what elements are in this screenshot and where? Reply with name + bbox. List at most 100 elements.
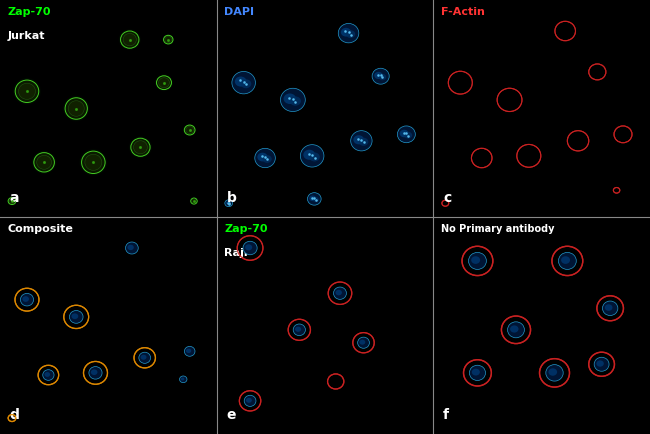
Ellipse shape bbox=[549, 368, 557, 376]
Ellipse shape bbox=[591, 354, 612, 374]
Ellipse shape bbox=[85, 363, 105, 382]
Ellipse shape bbox=[232, 72, 255, 94]
Ellipse shape bbox=[163, 35, 174, 45]
Ellipse shape bbox=[263, 155, 272, 163]
Point bbox=[345, 31, 356, 38]
Ellipse shape bbox=[157, 76, 172, 89]
Point bbox=[159, 79, 169, 86]
Point bbox=[224, 199, 234, 206]
Point bbox=[239, 78, 249, 85]
Ellipse shape bbox=[89, 367, 102, 379]
Ellipse shape bbox=[186, 349, 191, 353]
Ellipse shape bbox=[351, 131, 372, 151]
Ellipse shape bbox=[615, 189, 618, 191]
Ellipse shape bbox=[590, 66, 604, 78]
Ellipse shape bbox=[469, 253, 486, 270]
Ellipse shape bbox=[499, 90, 520, 110]
Point bbox=[88, 159, 99, 166]
Ellipse shape bbox=[64, 96, 89, 121]
Ellipse shape bbox=[594, 357, 609, 371]
Ellipse shape bbox=[374, 72, 383, 79]
Point bbox=[307, 194, 317, 201]
Ellipse shape bbox=[34, 153, 55, 172]
Ellipse shape bbox=[185, 346, 195, 356]
Ellipse shape bbox=[235, 76, 246, 87]
Point bbox=[257, 153, 267, 160]
Ellipse shape bbox=[246, 398, 252, 403]
Ellipse shape bbox=[15, 80, 39, 102]
Ellipse shape bbox=[341, 28, 351, 36]
Text: d: d bbox=[10, 408, 20, 422]
Ellipse shape bbox=[464, 248, 491, 273]
Point bbox=[22, 88, 32, 95]
Ellipse shape bbox=[139, 352, 151, 363]
Ellipse shape bbox=[290, 321, 309, 339]
Ellipse shape bbox=[43, 370, 54, 380]
Ellipse shape bbox=[14, 79, 40, 103]
Text: f: f bbox=[443, 408, 449, 422]
Point bbox=[224, 200, 235, 207]
Ellipse shape bbox=[255, 148, 276, 168]
Ellipse shape bbox=[165, 36, 172, 43]
Ellipse shape bbox=[257, 153, 268, 161]
Ellipse shape bbox=[400, 130, 409, 137]
Ellipse shape bbox=[510, 326, 519, 332]
Point bbox=[403, 132, 413, 139]
Ellipse shape bbox=[18, 83, 36, 99]
Ellipse shape bbox=[290, 96, 301, 106]
Ellipse shape bbox=[8, 197, 16, 204]
Text: c: c bbox=[443, 191, 452, 205]
Point bbox=[163, 36, 174, 43]
Ellipse shape bbox=[14, 79, 40, 104]
Point bbox=[185, 127, 195, 134]
Ellipse shape bbox=[307, 193, 321, 205]
Ellipse shape bbox=[64, 97, 88, 120]
Point bbox=[125, 36, 135, 43]
Ellipse shape bbox=[309, 152, 320, 161]
Point bbox=[290, 98, 300, 105]
Ellipse shape bbox=[66, 307, 86, 326]
Ellipse shape bbox=[604, 304, 612, 311]
Ellipse shape bbox=[597, 360, 604, 367]
Ellipse shape bbox=[20, 293, 34, 306]
Ellipse shape bbox=[125, 242, 138, 254]
Ellipse shape bbox=[541, 361, 567, 385]
Point bbox=[376, 72, 386, 79]
Ellipse shape bbox=[226, 201, 229, 204]
Ellipse shape bbox=[225, 200, 233, 207]
Point bbox=[39, 159, 49, 166]
Ellipse shape bbox=[304, 150, 315, 160]
Ellipse shape bbox=[243, 241, 257, 255]
Ellipse shape bbox=[91, 369, 98, 375]
Ellipse shape bbox=[471, 256, 480, 264]
Ellipse shape bbox=[335, 290, 342, 296]
Ellipse shape bbox=[558, 253, 577, 270]
Ellipse shape bbox=[130, 138, 151, 157]
Ellipse shape bbox=[33, 152, 55, 173]
Ellipse shape bbox=[599, 298, 621, 319]
Ellipse shape bbox=[295, 327, 301, 332]
Point bbox=[311, 196, 321, 203]
Ellipse shape bbox=[556, 23, 574, 39]
Ellipse shape bbox=[330, 376, 342, 387]
Ellipse shape bbox=[9, 199, 15, 204]
Ellipse shape bbox=[313, 197, 318, 202]
Ellipse shape bbox=[359, 138, 369, 146]
Ellipse shape bbox=[136, 350, 153, 366]
Ellipse shape bbox=[190, 197, 198, 204]
Ellipse shape bbox=[227, 202, 231, 205]
Ellipse shape bbox=[333, 287, 346, 299]
Ellipse shape bbox=[358, 337, 369, 349]
Ellipse shape bbox=[192, 199, 196, 203]
Ellipse shape bbox=[10, 417, 14, 420]
Point bbox=[135, 144, 146, 151]
Ellipse shape bbox=[127, 245, 134, 250]
Text: F-Actin: F-Actin bbox=[441, 7, 485, 17]
Ellipse shape bbox=[163, 35, 174, 44]
Text: Zap-70: Zap-70 bbox=[224, 224, 268, 234]
Ellipse shape bbox=[616, 128, 630, 141]
Ellipse shape bbox=[156, 75, 172, 90]
Ellipse shape bbox=[65, 98, 87, 119]
Ellipse shape bbox=[159, 78, 170, 88]
Ellipse shape bbox=[280, 88, 305, 112]
